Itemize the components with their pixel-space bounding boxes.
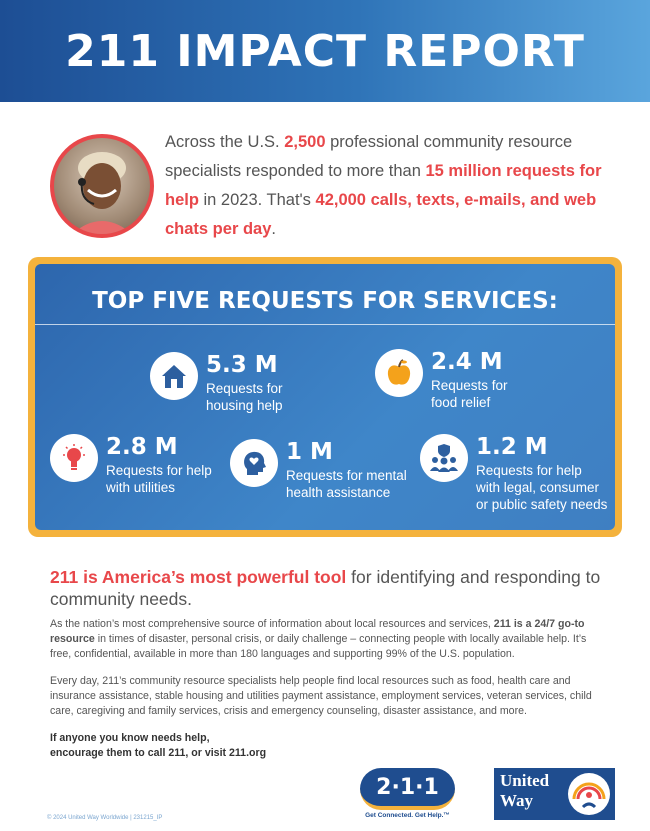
house-icon [150, 352, 198, 400]
stat-label: Requests for help with legal, consumer or … [476, 463, 608, 512]
stat-utilities: 2.8 M Requests for help with utilities [50, 434, 212, 496]
top-services-panel: TOP FIVE REQUESTS FOR SERVICES: 5.3 M Re… [28, 257, 622, 537]
logo-211: 2·1·1 Get Connected. Get Help.™ [360, 768, 455, 820]
stat-legal: 1.2 M Requests for help with legal, consu… [420, 434, 607, 513]
stat-label: Requests for food relief [431, 378, 508, 410]
specialist-photo-icon [72, 152, 132, 234]
logo-211-mark: 2·1·1 [360, 768, 455, 810]
logo-211-tagline: Get Connected. Get Help.™ [365, 812, 450, 819]
body-paragraph-1: As the nation’s most comprehensive sourc… [50, 618, 587, 660]
page-title: 211 IMPACT REPORT [65, 25, 585, 77]
stat-label: Requests for housing help [206, 381, 283, 413]
united-way-wordmark: United Way [500, 771, 550, 810]
call-to-action: If anyone you know needs help, encourage … [50, 732, 267, 759]
stat-value: 5.3 M [206, 352, 278, 378]
apple-icon [375, 349, 423, 397]
stat-food: 2.4 M Requests for food relief [375, 349, 508, 411]
stat-label: Requests for help with utilities [106, 463, 212, 495]
tagline: 211 is America’s most powerful tool for … [50, 567, 601, 609]
stat-value: 1 M [286, 439, 333, 465]
stat-value: 1.2 M [476, 434, 548, 460]
stat-mental-health: 1 M Requests for mental health assistance [230, 439, 407, 501]
intro-text: Across the U.S. 2,500 professional commu… [165, 133, 602, 238]
stat-value: 2.4 M [431, 349, 503, 375]
logo-united-way: United Way [494, 768, 615, 820]
head-heart-icon [230, 439, 278, 487]
copyright-note: © 2024 United Way Worldwide | 231215_IP [47, 815, 163, 821]
people-shield-icon [420, 434, 468, 482]
stat-housing: 5.3 M Requests for housing help [150, 352, 283, 414]
header-banner: 211 IMPACT REPORT [0, 0, 650, 102]
divider [35, 324, 615, 325]
stat-value: 2.8 M [106, 434, 178, 460]
stat-label: Requests for mental health assistance [286, 468, 407, 500]
body-paragraph-2: Every day, 211’s community resource spec… [50, 675, 592, 717]
services-title: TOP FIVE REQUESTS FOR SERVICES: [92, 288, 558, 314]
lightbulb-icon [50, 434, 98, 482]
top-services-inner: TOP FIVE REQUESTS FOR SERVICES: 5.3 M Re… [35, 264, 615, 530]
intro-section: Across the U.S. 2,500 professional commu… [50, 128, 610, 243]
united-way-hand-rainbow-icon [568, 773, 610, 815]
avatar [50, 134, 154, 238]
